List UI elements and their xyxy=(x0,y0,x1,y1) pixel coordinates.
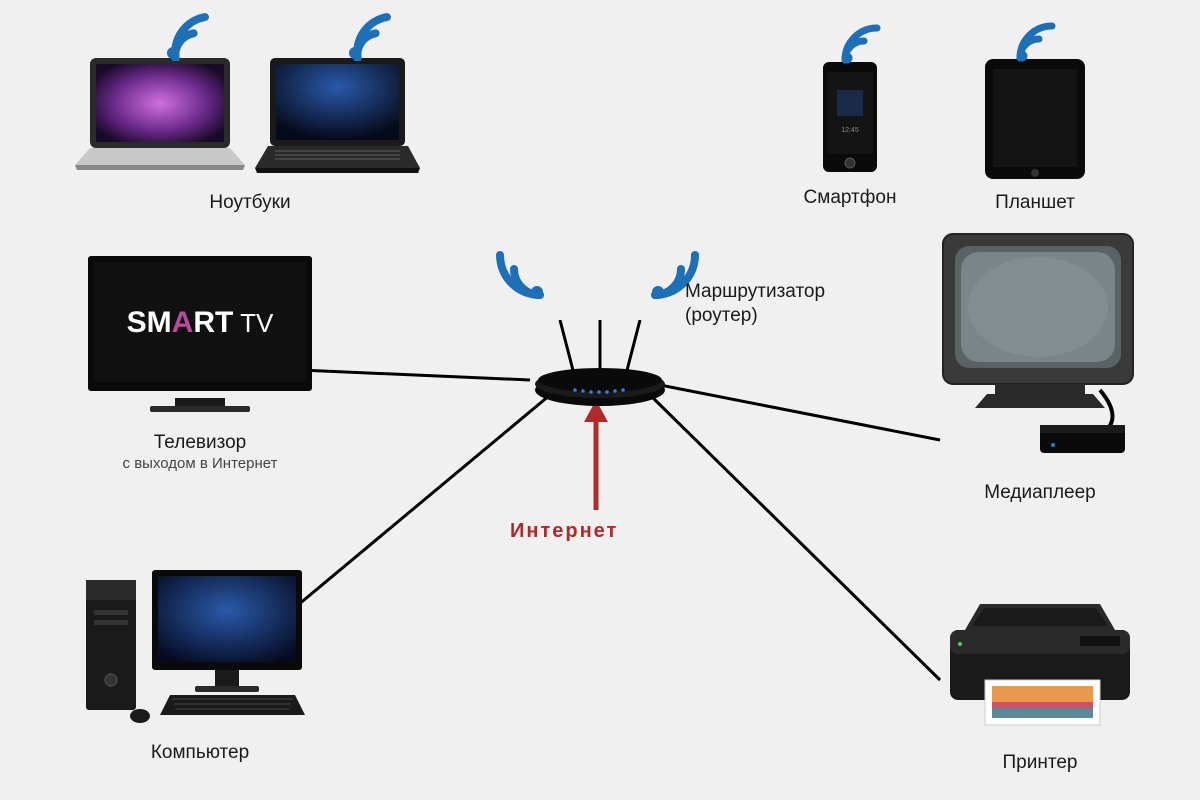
tablet-icon xyxy=(975,55,1095,185)
mediaplayer-icon xyxy=(925,220,1155,470)
router-label-line1: Маршрутизатор xyxy=(685,281,825,302)
laptop2-wifi-icon xyxy=(342,6,407,66)
laptop1-wifi-icon xyxy=(160,6,225,66)
smartphone-icon: 12:45 xyxy=(815,60,885,180)
smartphone-wifi-icon xyxy=(835,14,895,71)
printer-label: Принтер xyxy=(920,751,1160,775)
printer-device: Принтер xyxy=(920,590,1160,775)
computer-device: Компьютер xyxy=(70,560,330,765)
router-wifi-left-icon xyxy=(485,235,555,310)
laptops-label: Ноутбуки xyxy=(70,191,430,215)
tablet-wifi-icon xyxy=(1010,12,1070,69)
svg-text:SMART TV: SMART TV xyxy=(127,306,274,339)
router-icon xyxy=(520,320,680,410)
tv-sublabel: с выходом в Интернет xyxy=(70,455,330,472)
router-label: Маршрутизатор (роутер) xyxy=(685,280,825,328)
tv-label: Телевизор xyxy=(70,431,330,455)
tv-device: SMART TV Телевизор с выходом в Интернет xyxy=(70,250,330,472)
smartphone-label: Смартфон xyxy=(790,186,910,210)
laptops-device: Ноутбуки xyxy=(70,50,430,215)
laptops-icon xyxy=(70,50,430,180)
computer-label: Компьютер xyxy=(70,741,330,765)
computer-icon xyxy=(80,560,320,730)
mediaplayer-device: Медиаплеер xyxy=(920,220,1160,505)
network-diagram: Маршрутизатор (роутер) xyxy=(0,0,1200,800)
tablet-device: Планшет xyxy=(960,55,1110,215)
router-label-line2: (роутер) xyxy=(685,305,758,326)
tablet-label: Планшет xyxy=(960,191,1110,215)
smartphone-device: 12:45 Смартфон xyxy=(790,60,910,210)
svg-text:12:45: 12:45 xyxy=(841,127,859,134)
internet-label-text: Интернет xyxy=(510,520,618,542)
tv-icon: SMART TV xyxy=(80,250,320,420)
printer-icon xyxy=(930,590,1150,740)
mediaplayer-label: Медиаплеер xyxy=(920,481,1160,505)
router-device xyxy=(520,320,680,415)
internet-label: Интернет xyxy=(510,520,618,543)
